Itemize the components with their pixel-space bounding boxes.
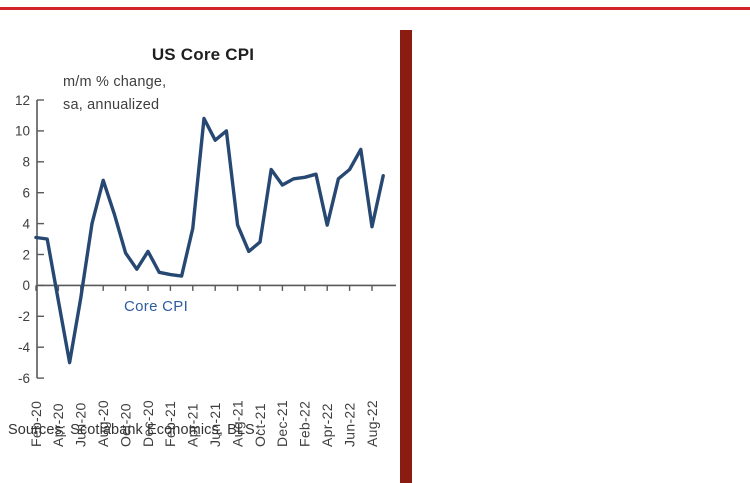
x-axis-label: Jun-20	[73, 402, 89, 447]
core-cpi-line	[34, 116, 385, 365]
x-axis-label: Jun-21	[207, 402, 223, 447]
units-annotation-line2: sa, annualized	[63, 96, 160, 113]
y-axis-label: -2	[18, 309, 30, 324]
x-axis-label: Aug-21	[229, 400, 245, 447]
y-axis-label: 12	[15, 93, 30, 108]
x-axis-label: Dec-21	[274, 400, 290, 447]
sources-note: Sources: Scotiabank Economics, BLS.	[8, 422, 259, 438]
x-axis-label: Apr-21	[185, 403, 201, 447]
x-axis-label: Oct-20	[117, 403, 133, 447]
y-axis-label: -6	[18, 371, 30, 386]
x-axis-label: Feb-21	[162, 401, 178, 447]
chart-title: US Core CPI	[151, 45, 255, 64]
units-annotation-line1: m/m % change,	[63, 74, 167, 90]
x-axis-label: Apr-20	[50, 403, 66, 447]
x-axis-label: Dec-20	[140, 400, 156, 447]
x-axis-label: Oct-21	[252, 403, 268, 447]
x-axis-label: Aug-22	[364, 400, 380, 447]
y-axis-label: 10	[15, 124, 30, 139]
series-label-core-cpi: Core CPI	[124, 298, 189, 315]
y-axis-label: 0	[22, 278, 30, 293]
y-axis-label: -4	[18, 340, 30, 355]
x-axis-label: Feb-22	[297, 401, 313, 447]
chart-card: US Core CPI	[0, 30, 400, 483]
units-annotation: m/m % change, sa, annualized	[63, 71, 166, 116]
x-axis-label: Jun-22	[341, 402, 357, 447]
top-rule-accent	[0, 7, 750, 10]
y-axis-label: 2	[22, 247, 30, 262]
x-axis-label: Aug-20	[95, 400, 111, 447]
y-axis-label: 4	[22, 216, 30, 231]
y-axis-label: 6	[22, 186, 30, 201]
x-axis-label: Apr-22	[319, 403, 335, 447]
x-axis-label: Feb-20	[28, 401, 44, 447]
y-axis-label: 8	[22, 155, 30, 170]
right-accent-bar	[400, 30, 412, 483]
